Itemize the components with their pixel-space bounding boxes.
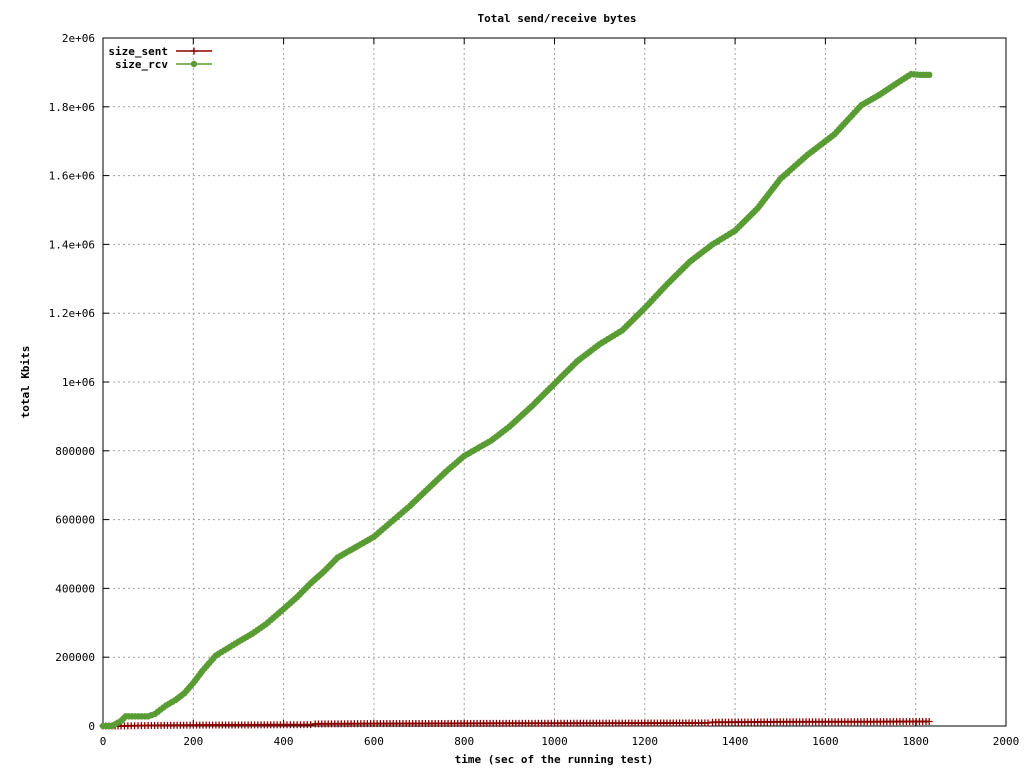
legend-marker-size-sent bbox=[190, 47, 198, 55]
x-tick-label: 1600 bbox=[812, 735, 839, 748]
data-point bbox=[307, 721, 315, 729]
series-size-rcv bbox=[99, 70, 933, 730]
x-tick-label: 600 bbox=[364, 735, 384, 748]
y-tick-label: 1e+06 bbox=[62, 376, 95, 389]
data-point bbox=[704, 719, 712, 727]
y-axis-label: total Kbits bbox=[19, 346, 32, 419]
chart-title: Total send/receive bytes bbox=[478, 12, 637, 25]
x-tick-label: 200 bbox=[183, 735, 203, 748]
legend: size_sent size_rcv bbox=[108, 45, 212, 71]
y-tick-labels: 0 200000 400000 600000 800000 1e+06 1.2e+06 1.4… bbox=[49, 32, 95, 733]
legend-label-size-rcv: size_rcv bbox=[115, 58, 168, 71]
series-markers-size-rcv bbox=[99, 70, 933, 730]
legend-point bbox=[190, 60, 198, 68]
x-tick-label: 1000 bbox=[541, 735, 568, 748]
x-tick-label: 1800 bbox=[902, 735, 929, 748]
series-size-sent bbox=[99, 718, 933, 730]
y-tick-label: 800000 bbox=[55, 445, 95, 458]
x-tick-label: 2000 bbox=[993, 735, 1020, 748]
x-tick-label: 0 bbox=[100, 735, 107, 748]
legend-marker-size-rcv bbox=[190, 60, 198, 68]
y-tick-label: 1.6e+06 bbox=[49, 170, 95, 183]
y-tick-label: 600000 bbox=[55, 514, 95, 527]
y-tick-label: 200000 bbox=[55, 651, 95, 664]
y-tick-label: 1.8e+06 bbox=[49, 101, 95, 114]
x-tick-labels: 0 200 400 600 800 1000 1200 1400 1600 1800 2000 bbox=[100, 735, 1020, 748]
y-tick-label: 1.4e+06 bbox=[49, 238, 95, 251]
x-tick-label: 1200 bbox=[632, 735, 659, 748]
legend-label-size-sent: size_sent bbox=[108, 45, 168, 58]
legend-point bbox=[190, 47, 198, 55]
x-tick-label: 1400 bbox=[722, 735, 749, 748]
y-tick-label: 0 bbox=[88, 720, 95, 733]
y-tick-label: 2e+06 bbox=[62, 32, 95, 45]
data-point bbox=[925, 718, 933, 726]
x-tick-label: 400 bbox=[274, 735, 294, 748]
series-layer bbox=[99, 70, 933, 730]
series-markers-size-sent bbox=[99, 718, 933, 730]
series-line-size-rcv bbox=[103, 73, 930, 727]
y-tick-label: 1.2e+06 bbox=[49, 307, 95, 320]
x-axis-label: time (sec of the running test) bbox=[455, 753, 654, 766]
data-point bbox=[926, 71, 933, 79]
y-tick-label: 400000 bbox=[55, 582, 95, 595]
x-tick-label: 800 bbox=[454, 735, 474, 748]
